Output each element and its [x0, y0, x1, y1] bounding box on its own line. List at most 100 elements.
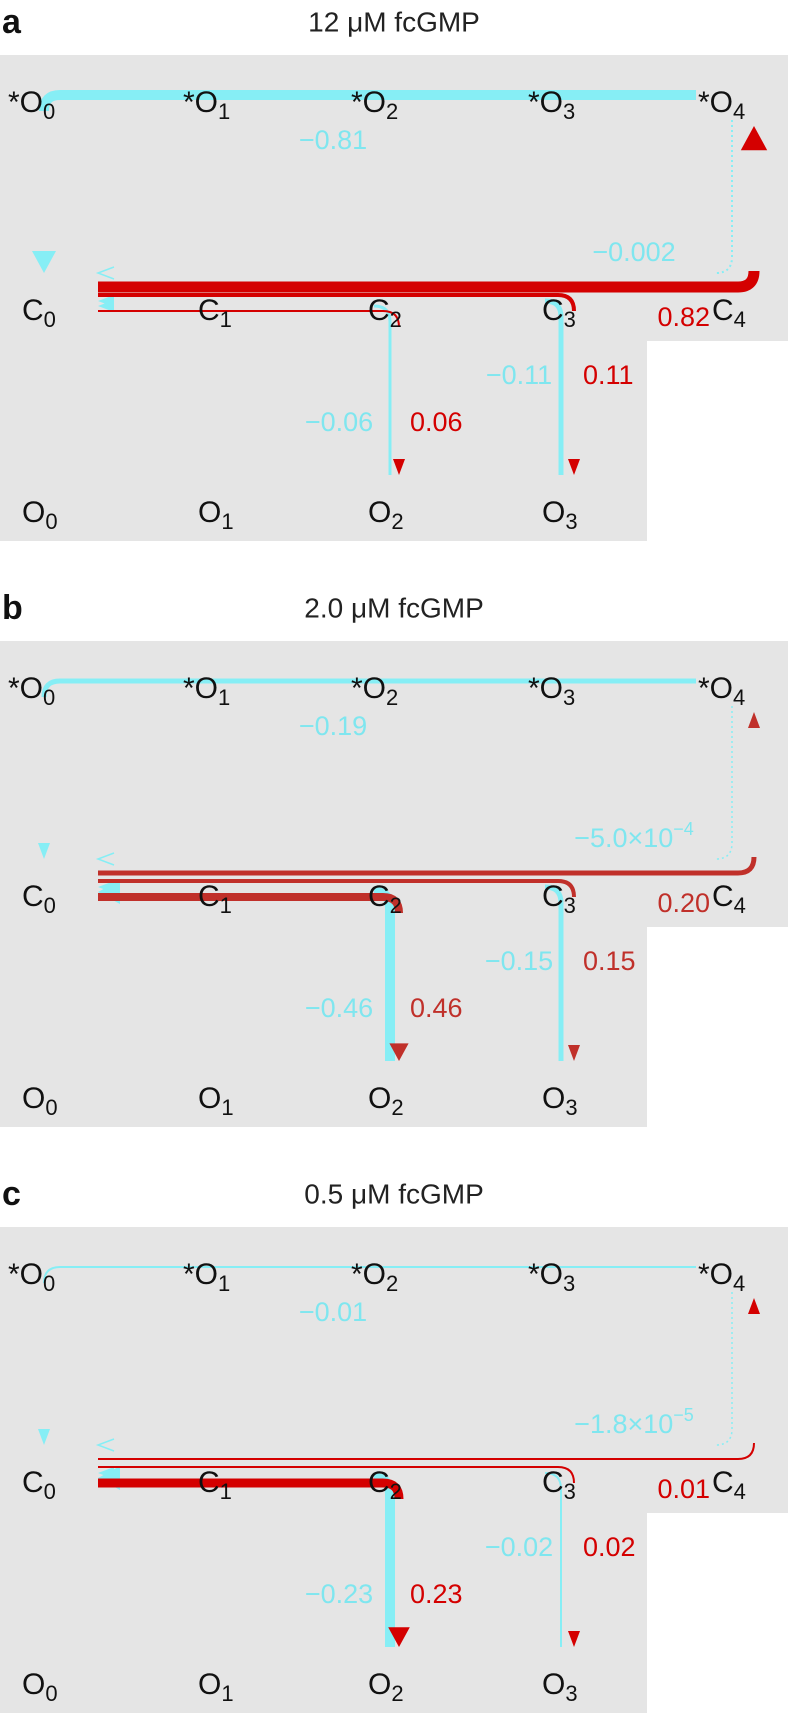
- state-name: C: [368, 880, 390, 913]
- state-name: C: [712, 880, 734, 913]
- state-label: O3: [542, 1082, 578, 1120]
- state-label: C3: [542, 880, 576, 918]
- state-name: *O: [528, 86, 563, 119]
- state-label: O0: [22, 496, 58, 534]
- state-label: C0: [22, 294, 56, 332]
- state-index: 2: [390, 1479, 402, 1504]
- state-index: 3: [564, 1479, 576, 1504]
- arrow-head: [568, 1631, 580, 1647]
- state-index: 1: [221, 1681, 233, 1706]
- state-index: 2: [391, 509, 403, 534]
- state-label: *O4: [698, 1258, 745, 1296]
- state-index: 3: [563, 685, 575, 710]
- state-label: C0: [22, 880, 56, 918]
- flux-arrow: [43, 1266, 696, 1284]
- state-index: 1: [220, 893, 232, 918]
- state-name: O: [368, 1668, 391, 1701]
- state-name: C: [368, 1466, 390, 1499]
- flux-value: −0.46: [305, 993, 373, 1023]
- flux-value: −0.02: [485, 1532, 553, 1562]
- flux-arrow: [544, 298, 564, 475]
- state-name: O: [542, 496, 565, 529]
- state-label: C3: [542, 1466, 576, 1504]
- state-label: C2: [368, 294, 402, 332]
- arrow-head: [393, 459, 405, 475]
- state-index: 0: [43, 99, 55, 124]
- state-label: O0: [22, 1668, 58, 1706]
- flux-exponent: −4: [673, 819, 694, 839]
- state-label: *O2: [351, 1258, 398, 1296]
- state-index: 0: [45, 1681, 57, 1706]
- state-label: *O0: [8, 86, 55, 124]
- panel-title: 0.5 μM fcGMP: [304, 1178, 484, 1209]
- flux-value: 0.20: [657, 888, 710, 918]
- state-label: *O3: [528, 1258, 575, 1296]
- flux-arrow: [41, 678, 696, 698]
- state-index: 2: [391, 1095, 403, 1120]
- state-name: C: [198, 880, 220, 913]
- state-label: *O4: [698, 86, 745, 124]
- state-index: 4: [734, 1479, 746, 1504]
- state-index: 3: [565, 509, 577, 534]
- state-label: C1: [198, 294, 232, 332]
- state-name: *O: [698, 672, 733, 705]
- flux-arrow: [98, 1442, 755, 1460]
- flux-arrow: [98, 293, 576, 312]
- state-label: *O3: [528, 86, 575, 124]
- state-name: C: [22, 294, 44, 327]
- state-label: C1: [198, 880, 232, 918]
- state-index: 2: [386, 99, 398, 124]
- arrow-head: [98, 881, 114, 893]
- state-index: 0: [44, 1479, 56, 1504]
- state-label: O2: [368, 496, 404, 534]
- state-name: *O: [528, 672, 563, 705]
- state-name: *O: [351, 1258, 386, 1291]
- state-label: O2: [368, 1668, 404, 1706]
- flux-value: −5.0×10−4: [574, 819, 694, 853]
- state-label: C2: [368, 1466, 402, 1504]
- flux-value: −0.06: [305, 407, 373, 437]
- state-index: 3: [564, 893, 576, 918]
- arrow-head: [389, 1043, 409, 1061]
- arrow-head: [568, 459, 580, 475]
- state-index: 2: [390, 307, 402, 332]
- arrow-head: [98, 1467, 114, 1479]
- state-index: 1: [221, 509, 233, 534]
- state-index: 0: [44, 893, 56, 918]
- state-name: *O: [8, 86, 43, 119]
- state-name: C: [542, 880, 564, 913]
- flux-arrow: [98, 270, 760, 293]
- flux-value: −0.81: [299, 125, 367, 155]
- flux-arrow: [98, 893, 403, 914]
- state-name: O: [22, 1082, 45, 1115]
- state-index: 0: [45, 1095, 57, 1120]
- state-label: *O2: [351, 86, 398, 124]
- arrow-head: [38, 843, 50, 859]
- state-index: 3: [564, 307, 576, 332]
- flux-value: 0.23: [410, 1579, 463, 1609]
- state-name: C: [542, 294, 564, 327]
- flux-value: 0.01: [657, 1474, 710, 1504]
- state-label: *O4: [698, 672, 745, 710]
- flux-value: −0.11: [486, 360, 552, 390]
- state-label: *O2: [351, 672, 398, 710]
- state-label: C2: [368, 880, 402, 918]
- arrow-head: [98, 295, 114, 307]
- state-name: *O: [698, 1258, 733, 1291]
- state-label: O1: [198, 1668, 234, 1706]
- state-label: *O0: [8, 1258, 55, 1296]
- panel-cutout: [647, 1513, 788, 1714]
- panel-cutout: [647, 927, 788, 1128]
- arrow-head: [568, 1045, 580, 1061]
- state-label: O0: [22, 1082, 58, 1120]
- flux-value: 0.06: [410, 407, 463, 437]
- flux-mantissa: −1.8×10: [574, 1409, 673, 1439]
- flux-value: −0.002: [592, 237, 675, 267]
- state-index: 3: [565, 1681, 577, 1706]
- state-name: *O: [351, 86, 386, 119]
- state-index: 3: [563, 1271, 575, 1296]
- state-index: 0: [43, 685, 55, 710]
- state-index: 1: [218, 99, 230, 124]
